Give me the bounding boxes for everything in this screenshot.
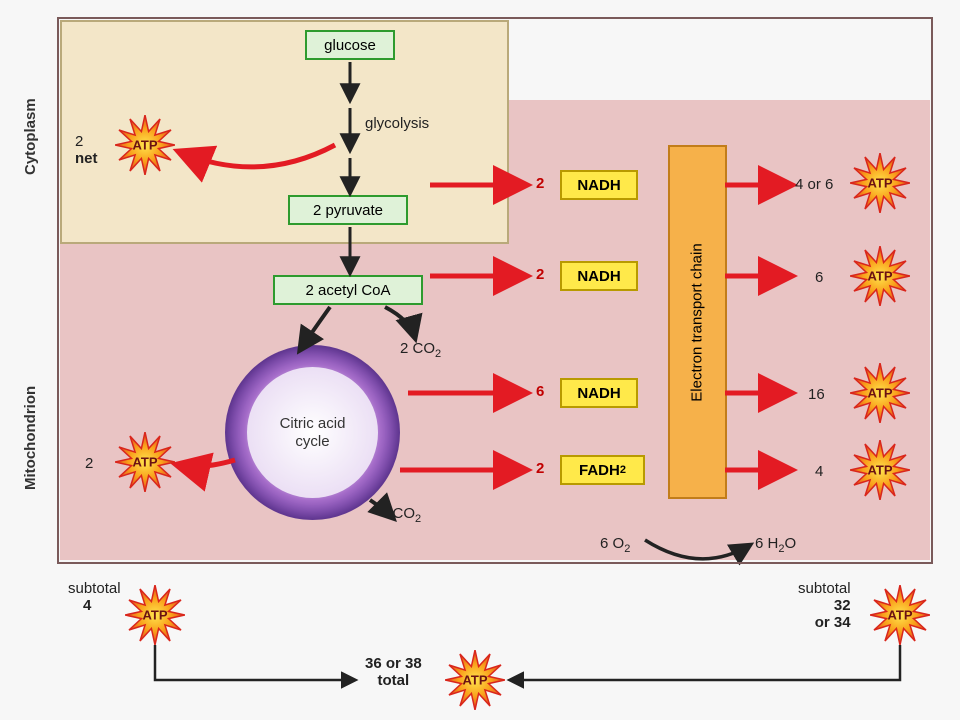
atp-count: 4 or 6 [795, 176, 833, 193]
label-mitochondrion: Mitochondrion [22, 386, 39, 490]
label-co2-b: 4 CO2 [380, 505, 421, 525]
atp-burst: ATP [850, 246, 910, 306]
atp-burst: ATP [115, 115, 175, 175]
atp-burst: ATP [115, 432, 175, 492]
label-glycolysis: glycolysis [365, 115, 429, 132]
label-o2: 6 O2 [600, 535, 630, 555]
atp-burst: ATP [850, 440, 910, 500]
atp-count: 2 [85, 455, 93, 472]
atp-burst: ATP [850, 363, 910, 423]
atp-burst: ATP [125, 585, 185, 645]
atp-count: 4 [815, 463, 823, 480]
subtotal-left: subtotal 4 [68, 580, 121, 614]
box-nadh1: NADH [560, 170, 638, 200]
box-nadh2: NADH [560, 261, 638, 291]
count-nadh1: 2 [536, 175, 544, 192]
atp-count: 16 [808, 386, 825, 403]
diagram-stage: Cytoplasm Mitochondrion glucose 2 pyruva… [0, 0, 960, 720]
label-cytoplasm: Cytoplasm [22, 98, 39, 175]
box-fadh: FADH2 [560, 455, 645, 485]
citric-acid-cycle: Citric acid cycle [225, 345, 400, 520]
box-pyruvate: 2 pyruvate [288, 195, 408, 225]
total-label: 36 or 38total [365, 655, 422, 689]
atp-burst: ATP [850, 153, 910, 213]
box-nadh3: NADH [560, 378, 638, 408]
count-nadh3: 6 [536, 383, 544, 400]
label-co2-a: 2 CO2 [400, 340, 441, 360]
box-glucose: glucose [305, 30, 395, 60]
label-h2o: 6 H2O [755, 535, 796, 555]
count-nadh2: 2 [536, 266, 544, 283]
box-acetyl: 2 acetyl CoA [273, 275, 423, 305]
atp-burst: ATP [870, 585, 930, 645]
region-mitochondrion [60, 240, 930, 560]
atp-count: 2net [75, 133, 98, 167]
subtotal-right: subtotal 32 or 34 [798, 580, 851, 631]
atp-count: 6 [815, 269, 823, 286]
box-etc: Electron transport chain [668, 145, 727, 499]
atp-burst: ATP [445, 650, 505, 710]
count-fadh: 2 [536, 460, 544, 477]
